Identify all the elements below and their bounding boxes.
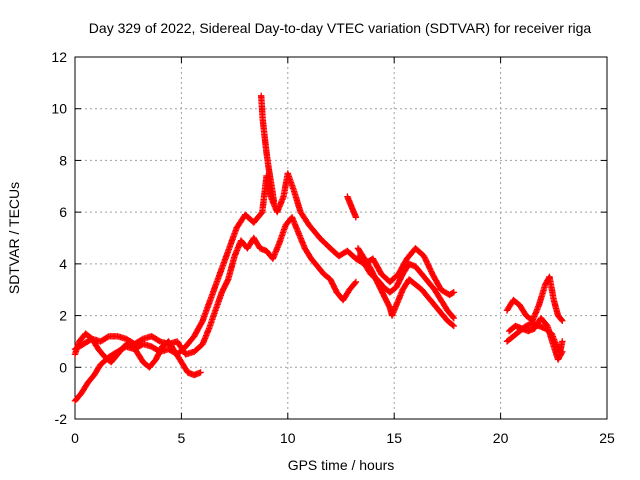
x-tick-label: 0 bbox=[71, 430, 79, 446]
x-tick-labels: 0 5 10 15 20 25 bbox=[71, 430, 615, 446]
y-tick-label: 2 bbox=[59, 308, 67, 324]
x-axis-label: GPS time / hours bbox=[288, 457, 395, 473]
x-tick-label: 20 bbox=[493, 430, 509, 446]
data-point bbox=[427, 266, 434, 274]
x-tick-label: 15 bbox=[386, 430, 402, 446]
y-tick-label: 6 bbox=[59, 204, 67, 220]
y-tick-label: 0 bbox=[59, 359, 67, 375]
data-point bbox=[423, 258, 430, 265]
axis-ticks bbox=[74, 56, 608, 420]
grid-lines bbox=[75, 57, 607, 419]
data-point bbox=[270, 198, 278, 205]
data-point bbox=[352, 278, 360, 286]
data-point bbox=[449, 313, 457, 321]
y-tick-labels: -2 0 2 4 6 8 10 12 bbox=[51, 49, 67, 427]
data-point bbox=[422, 255, 429, 263]
x-tick-label: 10 bbox=[280, 430, 296, 446]
y-axis-label: SDTVAR / TECUs bbox=[6, 182, 22, 294]
data-point bbox=[450, 322, 457, 330]
data-point bbox=[426, 264, 433, 271]
x-tick-label: 5 bbox=[178, 430, 186, 446]
data-point bbox=[197, 369, 204, 376]
data-point bbox=[559, 338, 566, 345]
series-sdtvar bbox=[71, 92, 566, 405]
data-point bbox=[352, 214, 360, 221]
data-point bbox=[558, 349, 565, 357]
y-tick-label: 12 bbox=[51, 49, 67, 65]
x-tick-label: 25 bbox=[599, 430, 615, 446]
data-point bbox=[351, 279, 359, 287]
y-tick-label: -2 bbox=[55, 411, 68, 427]
chart-title: Day 329 of 2022, Sidereal Day-to-day VTE… bbox=[89, 20, 592, 36]
y-tick-label: 10 bbox=[51, 101, 67, 117]
data-point bbox=[449, 321, 456, 329]
data-point bbox=[559, 317, 566, 324]
data-point bbox=[450, 289, 457, 296]
y-tick-label: 4 bbox=[59, 256, 67, 272]
data-point bbox=[450, 314, 457, 322]
data-point bbox=[558, 316, 565, 323]
data-point bbox=[559, 348, 566, 355]
data-point bbox=[421, 254, 428, 261]
plot-frame bbox=[74, 56, 608, 420]
y-tick-label: 8 bbox=[59, 152, 67, 168]
